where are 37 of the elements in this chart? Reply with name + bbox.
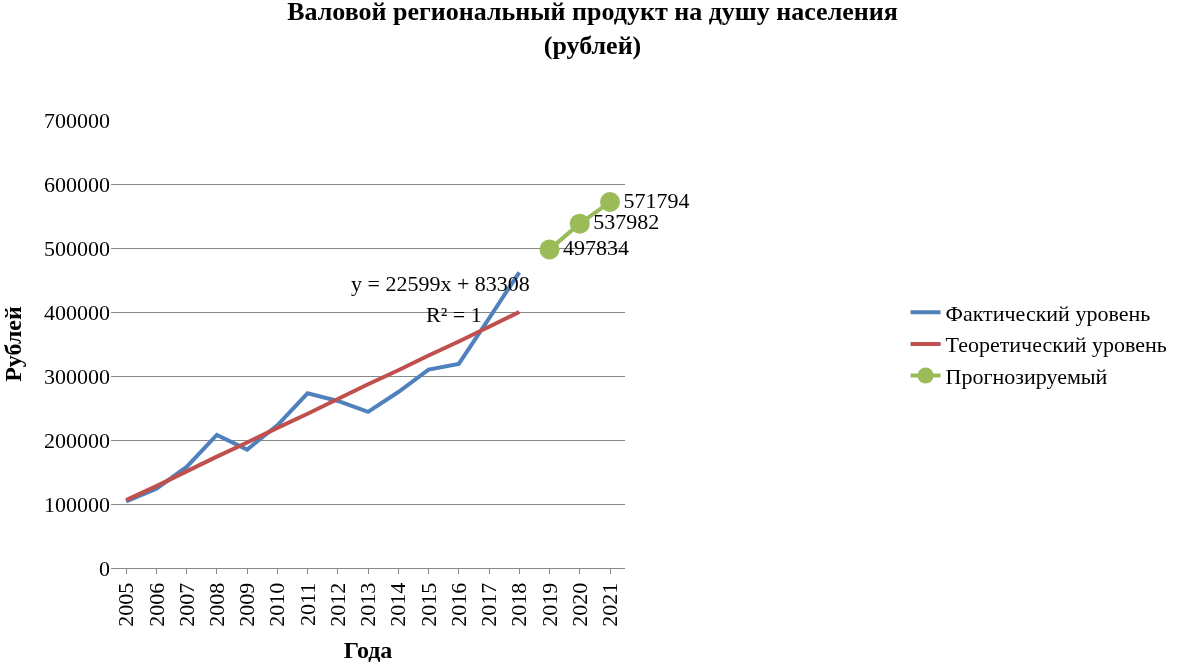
x-tick-label: 2011 [294,582,320,626]
annotation: R² = 1 [426,302,482,327]
y-tick-label: 700000 [44,107,110,133]
x-tick-label: 2017 [476,582,502,627]
point [569,213,590,234]
y-tick-label: 100000 [44,491,110,517]
y-tick-label: 0 [99,555,110,581]
legend-label: Теоретический уровень [945,332,1167,358]
y-tick-label: 200000 [44,427,110,453]
x-tick-label: 2016 [445,582,471,627]
x-tick-label: 2018 [506,582,532,627]
y-tick-label: 600000 [44,171,110,197]
x-tick-label: 2005 [113,582,139,627]
y-tick-label: 400000 [44,299,110,325]
x-axis-title: Года [343,637,393,664]
x-tick-label: 2021 [597,582,623,627]
x-tick-label: 2007 [173,582,199,627]
data-label: 497834 [563,234,630,260]
legend-label: Фактический уровень [945,300,1151,326]
legend-label: Прогнозируемый [945,364,1108,390]
y-tick-label: 300000 [44,363,110,389]
x-tick-label: 2012 [324,582,350,627]
point [539,239,560,260]
x-tick-label: 2008 [204,582,229,627]
line-series [124,310,522,503]
x-tick-label: 2013 [355,582,381,627]
x-tick-label: 2019 [536,582,562,627]
y-axis-title: Рублей [0,305,27,382]
x-tick-label: 2006 [143,582,169,627]
x-tick-label: 2015 [415,582,441,627]
x-tick-label: 2020 [566,582,592,627]
chart-title: Валовой региональный продукт на душу населения (рублей) [287,0,898,60]
x-tick-label: 2010 [264,582,290,627]
y-tick-label: 500000 [44,235,110,261]
point [600,192,621,213]
x-tick-label: 2014 [385,582,411,627]
x-tick-label: 2009 [234,582,260,627]
